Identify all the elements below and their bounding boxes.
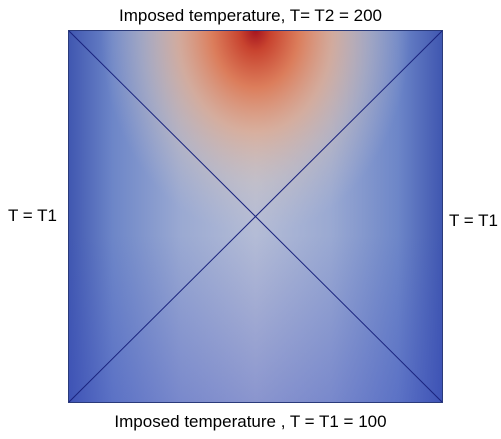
top-boundary-label: Imposed temperature, T= T2 = 200 <box>118 6 383 25</box>
mesh-diagonal-2 <box>68 30 443 403</box>
temperature-field-plot <box>68 30 443 403</box>
right-boundary-label: T = T1 <box>449 211 498 230</box>
bottom-boundary-label: Imposed temperature , T = T1 = 100 <box>114 412 387 431</box>
left-boundary-label: T = T1 <box>8 206 57 225</box>
domain-border <box>68 30 443 403</box>
